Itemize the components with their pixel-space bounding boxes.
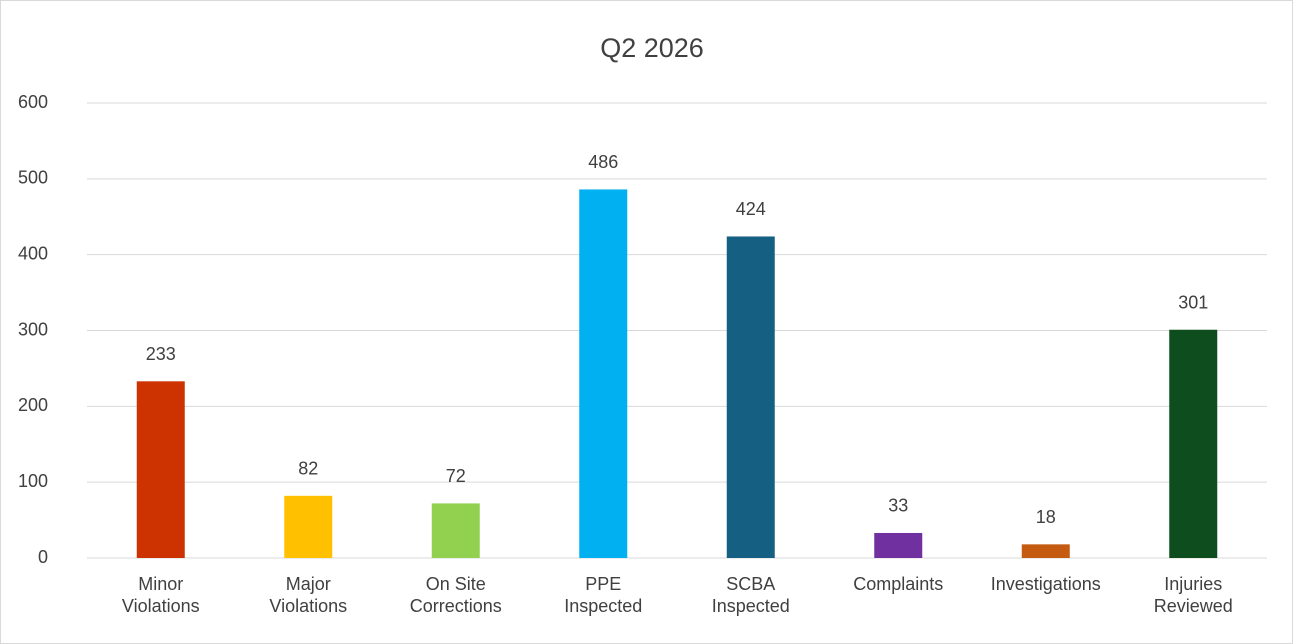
bar bbox=[284, 495, 333, 558]
bar bbox=[579, 189, 628, 558]
x-tick-label: On Site Corrections bbox=[409, 574, 502, 616]
x-tick-label: Investigations bbox=[990, 574, 1101, 594]
value-label: 82 bbox=[298, 459, 318, 479]
bar bbox=[1169, 329, 1218, 558]
y-tick-label: 0 bbox=[38, 547, 48, 567]
bar bbox=[431, 503, 480, 558]
value-label: 72 bbox=[446, 466, 466, 486]
value-label: 424 bbox=[736, 199, 766, 219]
y-tick-label: 600 bbox=[18, 92, 48, 112]
chart-title: Q2 2026 bbox=[600, 33, 704, 63]
x-tick-label: Complaints bbox=[853, 574, 944, 594]
bar bbox=[726, 236, 775, 558]
x-tick-label: Major Violations bbox=[269, 574, 348, 616]
y-tick-label: 500 bbox=[18, 168, 48, 188]
x-tick-label: Injuries Reviewed bbox=[1153, 574, 1233, 616]
value-label: 33 bbox=[888, 496, 908, 516]
x-tick-label-box: PPE Inspected bbox=[564, 574, 643, 616]
y-tick-label: 400 bbox=[18, 243, 48, 263]
x-tick-label: SCBA Inspected bbox=[711, 574, 790, 616]
bar bbox=[1021, 544, 1070, 558]
bar bbox=[136, 381, 185, 558]
y-tick-label: 200 bbox=[18, 395, 48, 415]
x-tick-label-box: Investigations bbox=[990, 574, 1101, 594]
value-label: 301 bbox=[1178, 292, 1208, 312]
value-label: 486 bbox=[588, 152, 618, 172]
x-tick-label-box: Major Violations bbox=[269, 574, 348, 616]
x-tick-label-box: SCBA Inspected bbox=[711, 574, 790, 616]
value-label: 18 bbox=[1036, 507, 1056, 527]
x-tick-label-box: On Site Corrections bbox=[409, 574, 502, 616]
bar bbox=[874, 532, 923, 558]
x-tick-label-box: Injuries Reviewed bbox=[1153, 574, 1233, 616]
x-tick-label: PPE Inspected bbox=[564, 574, 643, 616]
y-tick-label: 100 bbox=[18, 471, 48, 491]
x-tick-label: Minor Violations bbox=[121, 574, 200, 616]
value-label: 233 bbox=[146, 344, 176, 364]
x-tick-label-box: Complaints bbox=[853, 574, 944, 594]
y-tick-label: 300 bbox=[18, 319, 48, 339]
x-tick-label-box: Minor Violations bbox=[121, 574, 200, 616]
